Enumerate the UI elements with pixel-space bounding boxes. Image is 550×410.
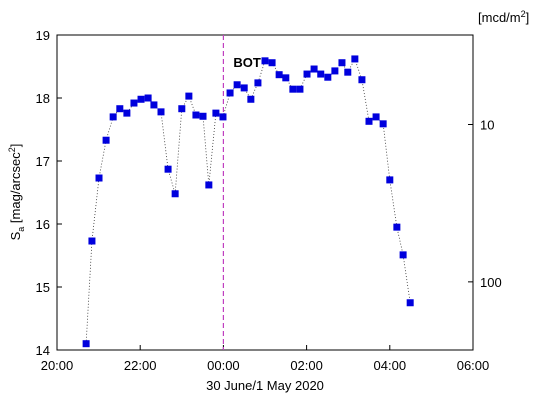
point [254,79,262,87]
point [338,59,346,67]
x-tick-label: 02:00 [290,358,323,373]
y-label-part: 2 [7,147,17,152]
point [282,74,290,82]
point [331,67,339,75]
point [310,65,318,73]
point [372,113,380,121]
point [95,174,103,182]
y2-label-part: ] [526,10,530,25]
point [233,81,241,89]
x-tick-label: 00:00 [207,358,240,373]
point [205,181,213,189]
annotation-label: BOT [233,55,261,70]
point [358,76,366,84]
point [199,112,207,120]
point [351,55,359,63]
point [157,108,165,116]
y-label-part: a [16,227,26,232]
point [303,70,311,78]
y-tick-label: 18 [36,91,50,106]
x-tick-label: 22:00 [124,358,157,373]
point [171,190,179,198]
point [261,57,269,65]
point [185,92,193,100]
point [379,120,387,128]
point [102,136,110,144]
point [240,84,248,92]
y2-tick-label: 10 [480,117,494,132]
point [88,237,96,245]
point [386,176,394,184]
point [164,165,172,173]
point [219,113,227,121]
x-tick-label: 20:00 [41,358,74,373]
point [192,111,200,119]
plot-frame [56,34,474,351]
y-tick-label: 15 [36,280,50,295]
point [296,85,304,93]
x-axis-label: 30 June/1 May 2020 [206,378,324,393]
point [137,95,145,103]
y-tick-label: 16 [36,217,50,232]
point [144,94,152,102]
point [344,68,352,76]
y-label-part: S [8,231,23,240]
point [212,109,220,117]
y-label-part: ] [8,144,23,148]
point [399,251,407,259]
point [109,113,117,121]
y2-axis-label: [mcd/m2] [478,9,529,25]
y-tick-label: 17 [36,154,50,169]
point [275,71,283,79]
point [123,109,131,117]
point [116,105,124,113]
point [226,89,234,97]
y2-label-part: 2 [521,9,526,19]
x-tick-label: 06:00 [457,358,490,373]
point [317,70,325,78]
point [247,95,255,103]
point [289,85,297,93]
x-tick-label: 04:00 [374,358,407,373]
point [130,99,138,107]
y-tick-label: 19 [36,28,50,43]
y2-tick-label: 100 [480,275,502,290]
y-tick-label: 14 [36,343,50,358]
point [393,223,401,231]
point [365,117,373,125]
y2-label-part: [mcd/m [478,10,521,25]
point [150,101,158,109]
point [82,340,90,348]
y-axis-label: Sa [mag/arcsec2] [7,144,26,241]
point [406,299,414,307]
point [178,105,186,113]
point [268,59,276,67]
y-label-part: [mag/arcsec [8,152,23,227]
point [324,73,332,81]
